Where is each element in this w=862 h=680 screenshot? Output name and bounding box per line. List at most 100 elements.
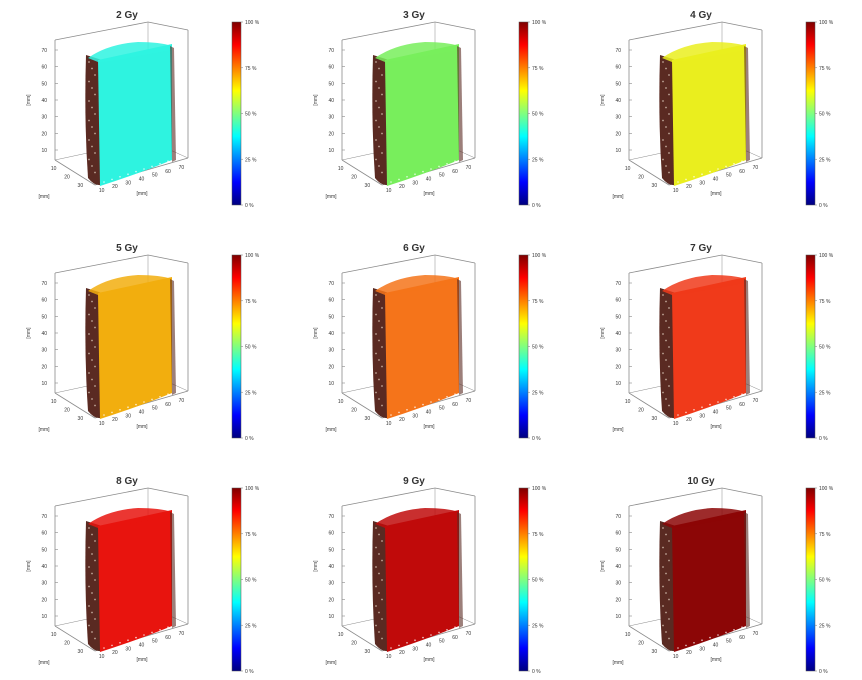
x-axis-label: [mm] [136,657,148,663]
rind-speckle [668,404,670,407]
z-tick-label: 40 [328,331,334,337]
z-tick-label: 10 [615,381,621,387]
rind-speckle [665,320,667,322]
y-axis-label: [mm] [612,427,624,433]
x-tick-label: 20 [399,650,405,656]
rind-speckle [662,80,664,83]
y-axis-label: [mm] [325,660,337,666]
z-tick-label: 30 [615,581,621,587]
rind-speckle [662,624,664,627]
edge-speckle [701,173,703,175]
z-tick-label: 20 [615,131,621,137]
rind-speckle [94,307,96,309]
rind-speckle [381,171,383,174]
y-axis-label: [mm] [325,427,337,433]
x-tick-label: 20 [399,417,405,423]
x-tick-label: 30 [412,180,418,186]
rind-speckle [662,294,664,296]
rind-speckle [378,611,380,614]
edge-speckle [135,636,137,639]
y-axis-line [341,392,383,419]
edge-speckle [111,411,113,414]
z-tick-label: 50 [328,547,334,553]
y-tick-label: 30 [78,649,84,655]
x-axis-label: [mm] [136,424,148,430]
y-axis-label: [mm] [612,660,624,666]
edge-speckle [390,181,392,183]
panel-6: 7 Gy 10 20 30 40 50 60 70 [mm] 10 20 30 40 50 60 70 [mm]… [600,243,834,442]
rind-speckle [668,385,670,387]
box-edge [147,487,189,497]
edge-speckle [717,168,719,170]
panel-title: 4 Gy [690,10,712,21]
x-tick-label: 60 [739,635,745,641]
colorbar-tick-label: 25 % [532,157,544,163]
rind-speckle [378,631,380,633]
z-tick-label: 30 [328,581,334,587]
z-tick-label: 10 [41,381,47,387]
x-tick-label: 40 [426,410,432,416]
rind-speckle [381,559,383,562]
z-tick-label: 60 [41,531,47,537]
rind-speckle [91,592,93,594]
y-tick-label: 20 [64,175,70,181]
x-tick-label: 30 [125,646,131,652]
colorbar [231,21,242,206]
rind-speckle [94,618,96,620]
y-axis-label: [mm] [325,194,337,200]
colorbar-tick-label: 50 % [819,578,831,584]
y-tick-label: 20 [351,641,357,647]
rind-speckle [88,546,90,549]
x-tick-label: 20 [686,184,692,190]
rind-speckle [662,313,664,316]
z-tick-label: 40 [615,331,621,337]
x-tick-label: 20 [112,417,118,423]
top-cap [662,508,746,528]
x-tick-label: 30 [699,646,705,652]
rind-speckle [668,326,670,329]
edge-speckle [422,403,424,406]
colorbar-tick-label: 75 % [245,532,257,538]
x-tick-label: 60 [739,402,745,408]
y-tick-label: 30 [652,649,658,655]
edge-speckle [446,163,448,165]
rind-speckle [381,307,383,309]
x-tick-label: 70 [466,398,472,404]
panel-title: 9 Gy [403,476,425,487]
x-tick-label: 50 [439,639,445,645]
z-tick-label: 20 [328,131,334,137]
x-tick-label: 20 [112,650,118,656]
edge-speckle [677,414,679,416]
z-tick-label: 60 [41,65,47,71]
z-tick-label: 20 [328,597,334,603]
colorbar-tick-label: 0 % [245,669,254,675]
rind-speckle [668,598,670,601]
edge-speckle [151,631,153,634]
rind-speckle [665,339,667,342]
rind-speckle [88,391,90,394]
right-rind [170,279,176,395]
edge-speckle [446,396,448,398]
x-tick-label: 60 [452,402,458,408]
rind-speckle [381,326,383,329]
rind-speckle [378,398,380,400]
edge-speckle [693,176,695,178]
x-tick-label: 10 [386,421,392,427]
edge-speckle [406,176,408,178]
rind-speckle [91,611,93,614]
box-edge [147,21,189,31]
rind-speckle [91,320,93,322]
rind-speckle [88,119,90,122]
rind-speckle [381,74,383,76]
y-tick-label: 20 [351,408,357,414]
colorbar-tick-label: 75 % [819,66,831,72]
colorbar-tick-label: 0 % [819,436,828,442]
rind-speckle [378,553,380,555]
x-tick-label: 60 [739,169,745,175]
y-axis-line [628,392,670,419]
x-axis-label: [mm] [710,657,722,663]
x-tick-label: 40 [139,177,145,183]
y-axis-line [341,625,383,652]
x-tick-label: 30 [412,413,418,419]
colorbar-tick-label: 75 % [245,299,257,305]
